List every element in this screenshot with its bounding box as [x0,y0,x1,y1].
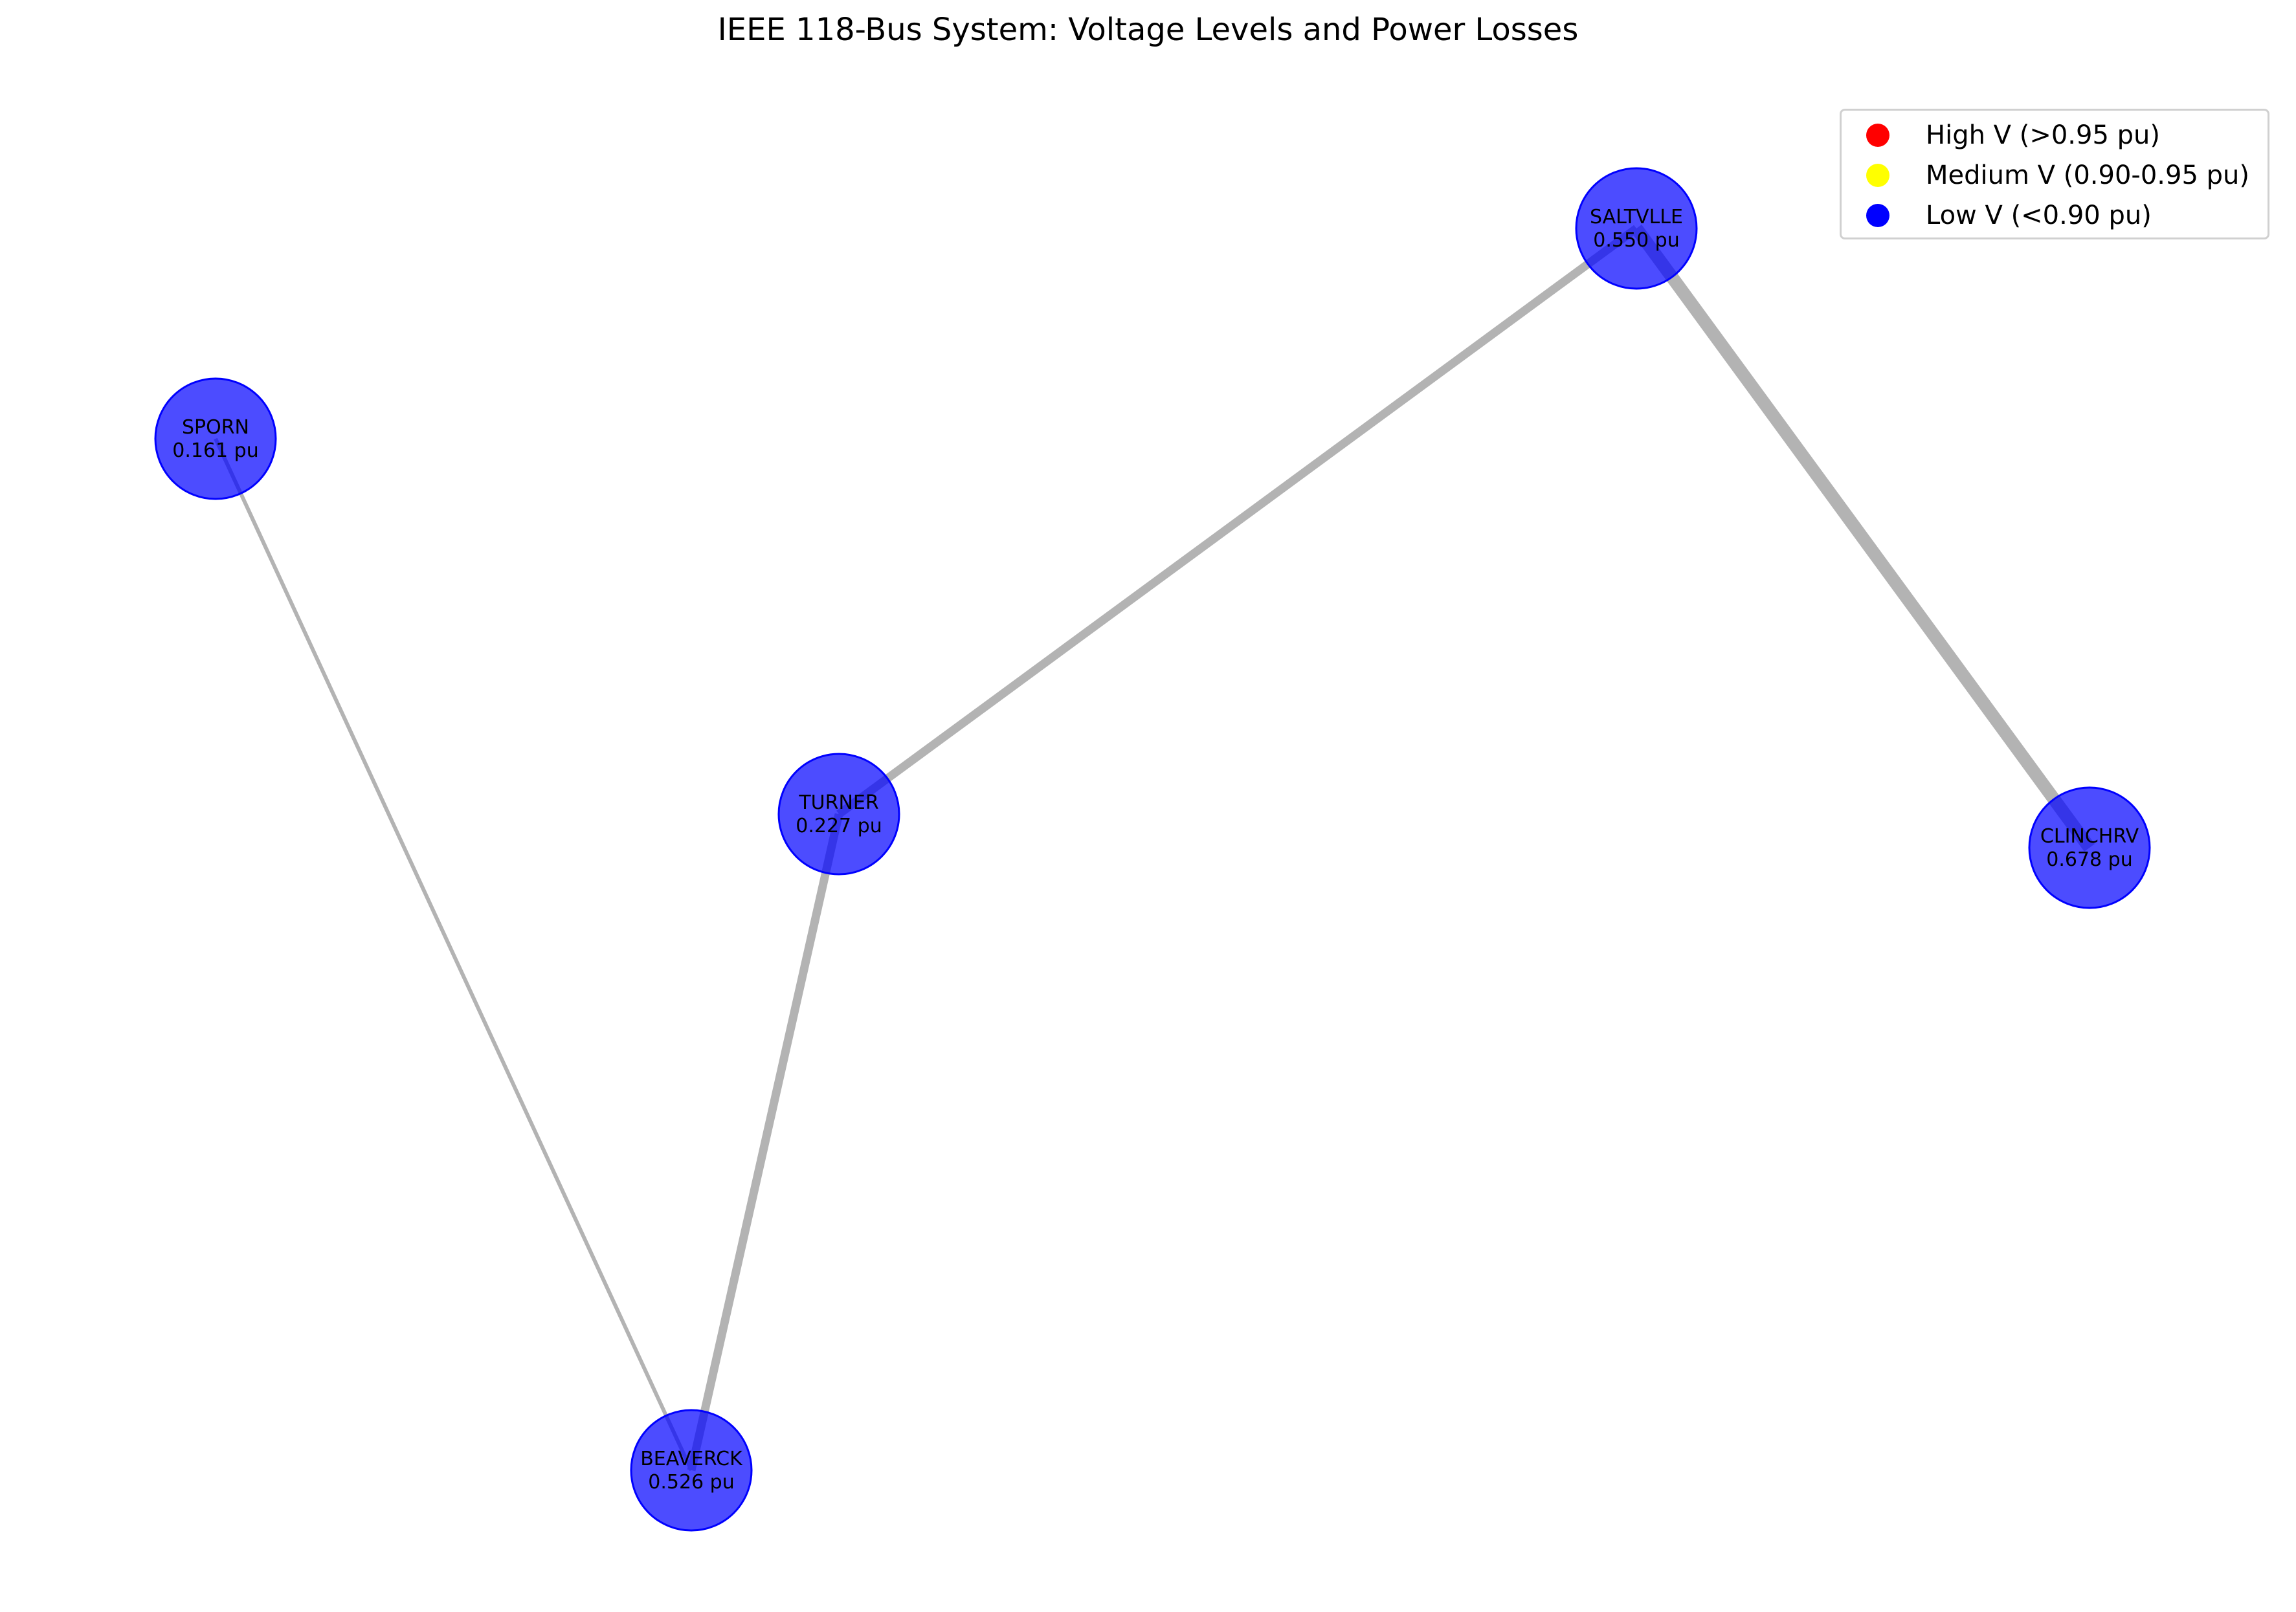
edge-sporn-beaverck [214,437,693,1472]
node-circle [1575,167,1698,290]
node-name-label: BEAVERCK [640,1448,743,1470]
legend-label-low: Low V (<0.90 pu) [1926,201,2152,230]
legend-marker-medium [1866,164,1889,187]
edge-turner-beaverck [687,813,843,1472]
node-name-label: SALTVLLE [1590,206,1683,228]
node-circle [2028,786,2151,909]
node-voltage-label: 0.678 pu [2046,848,2132,871]
node-circle [630,1409,753,1532]
legend: High V (>0.95 pu) Medium V (0.90-0.95 pu… [1840,109,2269,239]
node-voltage-label: 0.550 pu [1593,229,1679,252]
legend-label-medium: Medium V (0.90-0.95 pu) [1926,160,2249,190]
node-circle [777,753,900,876]
edge-saltvlle-clinchrv [1631,225,2095,852]
legend-label-high: High V (>0.95 pu) [1926,120,2160,150]
node-name-label: TURNER [798,791,878,814]
edges-layer [214,225,2095,1472]
legend-marker-low [1866,204,1889,227]
node-name-label: CLINCHRV [2040,825,2139,848]
node-circle [154,377,277,500]
node-name-label: SPORN [182,416,249,439]
node-voltage-label: 0.227 pu [796,815,882,837]
legend-item-high: High V (>0.95 pu) [1842,117,2160,153]
legend-item-low: Low V (<0.90 pu) [1842,197,2152,234]
edge-turner-saltvlle [836,225,1639,818]
chart-title: IEEE 118-Bus System: Voltage Levels and … [717,12,1579,48]
legend-marker-high [1866,124,1889,147]
node-voltage-label: 0.526 pu [648,1471,734,1494]
node-voltage-label: 0.161 pu [172,439,258,462]
legend-item-medium: Medium V (0.90-0.95 pu) [1842,157,2249,193]
